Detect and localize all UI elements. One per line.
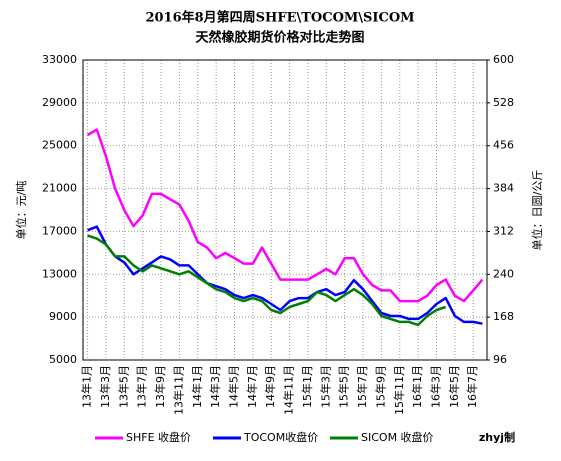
y-tick-label: 25000 bbox=[42, 139, 77, 152]
y2-tick-label: 312 bbox=[493, 224, 514, 237]
x-tick-label: 16年5月 bbox=[447, 365, 461, 408]
legend-label: SHFE 收盘价 bbox=[126, 430, 191, 444]
y2-tick-label: 168 bbox=[493, 310, 514, 323]
x-tick-label: 13年11月 bbox=[171, 365, 185, 415]
y2-axis-label: 单位：日圆/公斤 bbox=[530, 170, 544, 251]
x-tick-label: 13年7月 bbox=[135, 365, 149, 408]
y2-tick-label: 528 bbox=[493, 96, 514, 109]
plot-frame bbox=[82, 59, 488, 361]
x-tick-label: 15年9月 bbox=[373, 365, 387, 408]
x-tick-label: 14年3月 bbox=[208, 365, 222, 408]
y2-tick-label: 600 bbox=[493, 53, 514, 66]
x-tick-label: 13年1月 bbox=[80, 365, 94, 408]
y2-tick-label: 384 bbox=[493, 182, 514, 195]
x-tick-label: 13年3月 bbox=[98, 365, 112, 408]
y-tick-label: 33000 bbox=[42, 53, 77, 66]
annotation: zhyj制 bbox=[479, 430, 515, 444]
x-tick-label: 15年1月 bbox=[300, 365, 314, 408]
x-tick-label: 16年1月 bbox=[410, 365, 424, 408]
x-tick-label: 15年3月 bbox=[318, 365, 332, 408]
series-line bbox=[86, 128, 484, 303]
x-tick-label: 14年11月 bbox=[282, 365, 296, 415]
x-tick-label: 13年5月 bbox=[116, 365, 130, 408]
x-tick-label: 13年9月 bbox=[153, 365, 167, 408]
legend-label: TOCOM收盘价 bbox=[243, 430, 318, 444]
x-tick-label: 14年5月 bbox=[227, 365, 241, 408]
x-tick-label: 15年5月 bbox=[337, 365, 351, 408]
y2-tick-label: 96 bbox=[493, 353, 507, 366]
y-tick-label: 9000 bbox=[49, 310, 77, 323]
y-tick-label: 17000 bbox=[42, 224, 77, 237]
y-axis-label: 单位：元/吨 bbox=[14, 181, 28, 240]
y2-tick-label: 240 bbox=[493, 267, 514, 280]
x-tick-label: 14年7月 bbox=[245, 365, 259, 408]
x-tick-label: 15年7月 bbox=[355, 365, 369, 408]
chart-subtitle: 天然橡胶期货价格对比走势图 bbox=[195, 30, 364, 46]
x-tick-label: 16年3月 bbox=[429, 365, 443, 408]
y-tick-label: 29000 bbox=[42, 96, 77, 109]
y-tick-label: 21000 bbox=[42, 182, 77, 195]
x-tick-label: 15年11月 bbox=[392, 365, 406, 415]
series-line bbox=[87, 225, 483, 325]
x-tick-label: 14年9月 bbox=[263, 365, 277, 408]
legend-label: SICOM 收盘价 bbox=[361, 430, 434, 444]
chart-title: 2016年8月第四周SHFE\TOCOM\SICOM bbox=[145, 10, 414, 26]
y-tick-label: 5000 bbox=[49, 353, 77, 366]
x-tick-label: 14年1月 bbox=[190, 365, 204, 408]
y2-tick-label: 456 bbox=[493, 139, 514, 152]
series-line bbox=[87, 234, 447, 327]
y-tick-label: 13000 bbox=[42, 267, 77, 280]
x-tick-label: 16年7月 bbox=[465, 365, 479, 408]
